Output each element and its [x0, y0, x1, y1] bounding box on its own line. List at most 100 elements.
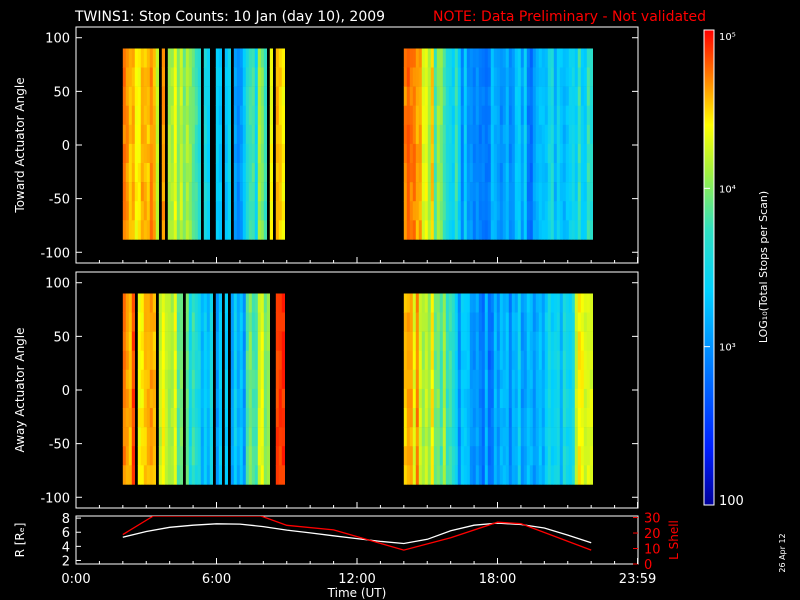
away-cell [499, 350, 503, 371]
toward-cell [161, 143, 165, 164]
away-cell [200, 331, 204, 351]
away-cell [439, 427, 443, 447]
toward-cell [490, 67, 494, 87]
toward-cell [194, 67, 198, 87]
toward-cell [239, 105, 243, 126]
toward-cell [586, 67, 590, 87]
away-cell [242, 331, 246, 351]
away-cell [445, 388, 449, 409]
toward-cell [188, 220, 192, 240]
away-cell [185, 408, 189, 428]
away-cell [478, 465, 482, 485]
away-cell [586, 369, 590, 390]
toward-cell [565, 182, 569, 202]
away-cell [454, 369, 458, 390]
away-cell [478, 427, 482, 447]
away-cell [472, 293, 476, 313]
toward-cell [203, 201, 207, 221]
toward-cell [203, 143, 207, 164]
toward-cell [173, 201, 177, 221]
away-cell [128, 369, 132, 390]
toward-cell [484, 220, 488, 240]
toward-cell [260, 124, 264, 145]
toward-cell [260, 86, 264, 106]
away-cell [197, 312, 201, 332]
away-cell [529, 331, 533, 351]
toward-cell [173, 67, 177, 87]
toward-cell [454, 86, 458, 106]
toward-cell [541, 143, 545, 164]
toward-cell [553, 67, 557, 87]
away-cell [122, 388, 126, 409]
toward-cell [523, 124, 527, 145]
toward-cell [583, 67, 587, 87]
away-cell [406, 446, 410, 466]
date-stamp: 26 Apr 12 [778, 533, 787, 572]
toward-cell [442, 163, 446, 183]
toward-cell [197, 124, 201, 145]
orbit-panel-frame [75, 515, 639, 565]
toward-cell [523, 48, 527, 68]
away-cell [514, 312, 518, 332]
away-cell [580, 312, 584, 332]
toward-cell [460, 163, 464, 183]
away-cell [556, 312, 560, 332]
toward-cell [532, 48, 536, 68]
away-cell [529, 350, 533, 371]
toward-cell [448, 201, 452, 221]
toward-cell [406, 143, 410, 164]
toward-cell [529, 48, 533, 68]
toward-cell [412, 201, 416, 221]
toward-cell [451, 124, 455, 145]
away-cell [236, 408, 240, 428]
toward-cell [182, 182, 186, 202]
away-cell [568, 465, 572, 485]
toward-cell [412, 143, 416, 164]
toward-cell [239, 124, 243, 145]
away-cell [457, 369, 461, 390]
toward-cell [529, 143, 533, 164]
away-cell [460, 465, 464, 485]
toward-cell [131, 201, 135, 221]
toward-cell [556, 220, 560, 240]
away-cell [239, 408, 243, 428]
toward-cell [529, 67, 533, 87]
toward-cell [544, 86, 548, 106]
toward-cell [245, 143, 249, 164]
away-cell [514, 465, 518, 485]
away-cell [164, 427, 168, 447]
away-cell [418, 312, 422, 332]
toward-cell [188, 124, 192, 145]
away-cell [544, 369, 548, 390]
away-cell [242, 312, 246, 332]
toward-cell [137, 124, 141, 145]
toward-cell [173, 163, 177, 183]
away-cell [469, 388, 473, 409]
toward-cell [218, 220, 222, 240]
away-cell [242, 446, 246, 466]
away-cell [137, 408, 141, 428]
away-cell [484, 312, 488, 332]
toward-cell [191, 105, 195, 126]
time-axis: 0:00 6:00 12:00 18:00 23:59 [61, 257, 656, 587]
away-cell [523, 427, 527, 447]
toward-cell [248, 163, 252, 183]
toward-cell [233, 67, 237, 87]
toward-cell [562, 67, 566, 87]
toward-cell [514, 86, 518, 106]
away-cell [502, 408, 506, 428]
away-cell [239, 293, 243, 313]
away-cell [451, 331, 455, 351]
away-cell [487, 312, 491, 332]
away-cell [415, 446, 419, 466]
toward-cell [260, 67, 264, 87]
toward-cell [511, 105, 515, 126]
away-cell [421, 408, 425, 428]
toward-cell [442, 182, 446, 202]
toward-cell [233, 201, 237, 221]
away-cell [281, 331, 285, 351]
toward-cell [421, 124, 425, 145]
away-cell [466, 312, 470, 332]
toward-cell [475, 182, 479, 202]
away-cell [469, 293, 473, 313]
